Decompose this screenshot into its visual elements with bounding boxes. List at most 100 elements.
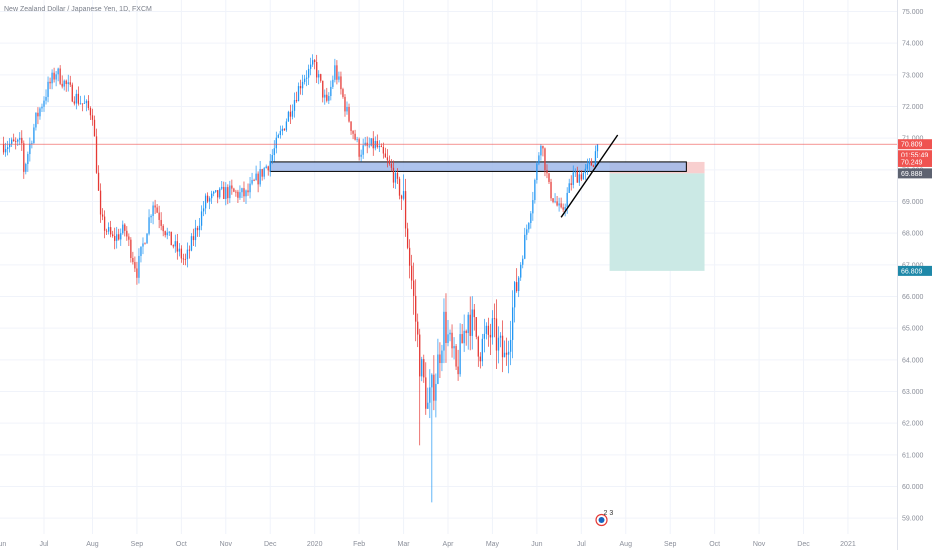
- candle-body: [130, 239, 132, 258]
- candle-body: [392, 167, 395, 183]
- candle-body: [524, 234, 526, 259]
- candle-body: [396, 172, 399, 179]
- candle-body: [267, 166, 269, 171]
- candle-body: [257, 173, 259, 185]
- candle-body: [87, 100, 90, 109]
- candle-body: [91, 115, 94, 120]
- candle-body: [112, 234, 114, 236]
- candle-body: [509, 339, 512, 352]
- candle-body: [27, 154, 29, 165]
- candle-body: [25, 164, 27, 172]
- candle-body: [110, 227, 112, 235]
- candle-body: [574, 171, 576, 173]
- price-tag: 69.888: [898, 168, 932, 179]
- candle-body: [564, 206, 566, 210]
- supply-zone-rectangle: [269, 161, 687, 172]
- time-tick-label: Aug: [86, 541, 99, 548]
- candle-body: [548, 173, 550, 182]
- candle-body: [485, 325, 488, 334]
- candle-body: [459, 334, 461, 375]
- candle-body: [538, 155, 540, 164]
- candle-body: [47, 81, 49, 97]
- candle-body: [263, 168, 265, 177]
- candle-body: [19, 137, 21, 140]
- candle-body: [540, 145, 542, 156]
- price-tick-label: 68.000: [902, 231, 924, 238]
- grid: [0, 0, 897, 534]
- candle-body: [408, 247, 411, 266]
- time-tick-label: Oct: [176, 541, 187, 548]
- candle-body: [457, 366, 459, 375]
- candle-body: [188, 249, 191, 251]
- candle-body: [283, 128, 286, 131]
- candle-body: [516, 282, 518, 292]
- price-tag-bg: [898, 139, 932, 150]
- candle-body: [63, 80, 65, 87]
- candle-body: [239, 192, 241, 198]
- candle-body: [15, 141, 17, 143]
- candle-body: [584, 168, 587, 174]
- candle-body: [332, 79, 334, 87]
- candle-body: [73, 101, 75, 104]
- candle-body: [572, 172, 574, 185]
- price-tick-label: 61.000: [902, 452, 924, 459]
- candle-body: [160, 219, 162, 226]
- candle-body: [301, 81, 304, 89]
- candle-body: [362, 145, 364, 155]
- candle-body: [221, 186, 223, 189]
- candle-body: [180, 248, 183, 259]
- candle-body: [69, 82, 71, 85]
- candle-body: [59, 68, 61, 84]
- candle-body: [13, 139, 15, 142]
- candle-body: [443, 311, 445, 351]
- time-tick-label: Apr: [443, 541, 455, 548]
- candle-body: [451, 332, 453, 349]
- price-tag-bg: [898, 156, 932, 167]
- price-tag-bg: [898, 265, 932, 276]
- time-tick-label: Jul: [40, 541, 49, 548]
- price-tag-label: 01:55:49: [901, 153, 928, 160]
- candle-body: [204, 195, 207, 209]
- price-axis[interactable]: 59.000 60.000 61.000 62.000 63.000 64.000 65.0…: [902, 9, 924, 523]
- candle-body: [126, 230, 128, 237]
- drawings[interactable]: [269, 161, 705, 271]
- candle-body: [562, 207, 564, 210]
- candle-body: [447, 334, 449, 343]
- candle-body: [370, 138, 372, 146]
- candle-body: [417, 321, 419, 335]
- candle-body: [261, 169, 263, 177]
- candle-body: [83, 103, 86, 104]
- time-axis[interactable]: Jun Jul Aug Sep Oct Nov Dec 2020 Feb Mar Apr May Jun…: [0, 541, 856, 548]
- price-tick-label: 69.000: [902, 199, 924, 206]
- candle-body: [554, 201, 556, 203]
- time-tick-label: Dec: [264, 541, 277, 548]
- candle-body: [156, 207, 158, 213]
- candle-body: [97, 172, 100, 191]
- candle-body: [469, 314, 471, 336]
- candle-body: [360, 154, 362, 157]
- candle-body: [483, 333, 486, 339]
- candle-body: [400, 195, 403, 199]
- candle-body: [445, 311, 447, 343]
- candle-body: [386, 157, 389, 161]
- symbol-title: New Zealand Dollar / Japanese Yen, 1D, F…: [4, 6, 152, 13]
- candle-body: [429, 387, 431, 403]
- candle-body: [522, 258, 524, 265]
- time-tick-label: Jun: [531, 541, 542, 548]
- candle-body: [182, 258, 185, 260]
- candle-body: [235, 191, 237, 193]
- candle-body: [122, 224, 124, 234]
- candle-body: [526, 229, 528, 235]
- candle-body: [293, 100, 296, 111]
- price-tag-label: 66.809: [901, 268, 923, 275]
- overlays[interactable]: 2 3: [0, 134, 897, 527]
- candle-body: [132, 257, 134, 263]
- candle-body: [328, 96, 330, 101]
- candle-body: [29, 143, 31, 155]
- candle-body: [437, 354, 439, 384]
- candle-body: [233, 188, 235, 192]
- candle-body: [570, 183, 572, 185]
- candle-body: [245, 190, 247, 197]
- candle-body: [421, 359, 423, 377]
